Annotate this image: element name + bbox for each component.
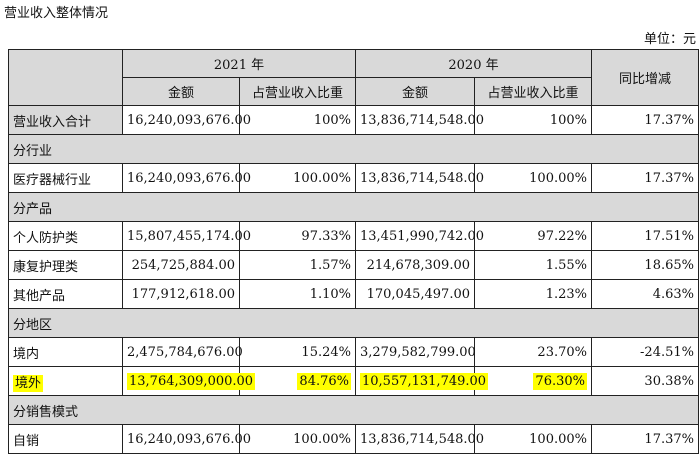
header-year-2021: 2021 年: [122, 49, 356, 78]
ratio-2021-cell: 15.24%: [239, 337, 356, 367]
header-yoy: 同比增减: [591, 49, 699, 106]
amount-2021-cell: 16,240,093,676.00: [122, 105, 251, 135]
yoy-cell: 18.65%: [591, 250, 699, 280]
amount-2020-cell: 13,836,714,548.00: [355, 105, 484, 135]
section-label: 分产品: [8, 192, 699, 222]
section-row: 分销售模式: [8, 395, 699, 425]
row-label: 个人防护类: [8, 221, 123, 251]
amount-2020-cell: 10,557,131,749.00: [355, 366, 489, 396]
yoy-cell: 30.38%: [591, 366, 699, 396]
table-row: 康复护理类 254,725,884.00 1.57% 214,678,309.00 1.…: [8, 250, 699, 280]
amount-2021-cell: 13,764,309,000.00: [122, 366, 256, 396]
header-year-2020: 2020 年: [355, 49, 592, 78]
amount-2021-cell: 16,240,093,676.00: [122, 424, 251, 454]
ratio-2021-cell: 1.10%: [239, 279, 356, 309]
row-label: 自销: [8, 424, 123, 454]
ratio-2020-cell: 76.30%: [474, 366, 592, 396]
section-row: 分行业: [8, 134, 699, 164]
amount-2020-cell: 3,279,582,799.00: [355, 337, 476, 367]
yoy-cell: -24.51%: [591, 337, 699, 367]
row-label: 医疗器械行业: [8, 163, 123, 193]
highlighted-value: 10,557,131,749.00: [360, 372, 489, 390]
section-label: 分销售模式: [8, 395, 699, 425]
unit-label: 单位：元: [643, 32, 696, 47]
amount-2021-cell: 254,725,884.00: [122, 250, 240, 280]
table-row: 其他产品 177,912,618.00 1.10% 170,045,497.00 1.2…: [8, 279, 699, 309]
header-amount-2021: 金额: [122, 77, 240, 106]
table-body: 营业收入合计 16,240,093,676.00 100% 13,836,714,54…: [8, 105, 699, 454]
ratio-2021-cell: 100%: [239, 105, 356, 135]
table-row: 境内 2,475,784,676.00 15.24% 3,279,582,799.00…: [8, 337, 699, 367]
ratio-2020-cell: 100%: [474, 105, 592, 135]
amount-2020-cell: 13,451,990,742.00: [355, 221, 484, 251]
amount-2021-cell: 16,240,093,676.00: [122, 163, 251, 193]
amount-2021-cell: 177,912,618.00: [122, 279, 240, 309]
section-label: 分行业: [8, 134, 699, 164]
ratio-2021-cell: 100.00%: [239, 424, 356, 454]
table-row: 医疗器械行业 16,240,093,676.00 100.00% 13,836,714…: [8, 163, 699, 193]
amount-2020-cell: 170,045,497.00: [355, 279, 475, 309]
ratio-2020-cell: 97.22%: [474, 221, 592, 251]
amount-2021-cell: 2,475,784,676.00: [122, 337, 243, 367]
ratio-2020-cell: 23.70%: [474, 337, 592, 367]
page-title: 营业收入整体情况: [4, 6, 109, 21]
ratio-2021-cell: 84.76%: [239, 366, 356, 396]
section-row: 分地区: [8, 308, 699, 338]
yoy-cell: 4.63%: [591, 279, 699, 309]
highlighted-value: 76.30%: [533, 372, 587, 390]
highlighted-value: 13,764,309,000.00: [127, 372, 256, 390]
table-row: 境外 13,764,309,000.00 84.76% 10,557,131,749.…: [8, 366, 699, 396]
table-row: 个人防护类 15,807,455,174.00 97.33% 13,451,990,7…: [8, 221, 699, 251]
section-label: 分地区: [8, 308, 699, 338]
yoy-cell: 17.37%: [591, 105, 699, 135]
revenue-table: 2021 年 2020 年 同比增减 金额 占营业收入比重 金额 占营业收入比重…: [8, 49, 699, 454]
ratio-2020-cell: 100.00%: [474, 424, 592, 454]
highlighted-value: 84.76%: [297, 372, 351, 390]
ratio-2021-cell: 100.00%: [239, 163, 356, 193]
yoy-cell: 17.51%: [591, 221, 699, 251]
yoy-cell: 17.37%: [591, 163, 699, 193]
row-label: 其他产品: [8, 279, 123, 309]
table-row: 自销 16,240,093,676.00 100.00% 13,836,714,548…: [8, 424, 699, 454]
amount-2020-cell: 13,836,714,548.00: [355, 424, 484, 454]
row-label: 营业收入合计: [8, 105, 123, 135]
ratio-2021-cell: 97.33%: [239, 221, 356, 251]
highlighted-value: 境外: [13, 374, 44, 392]
ratio-2020-cell: 1.55%: [474, 250, 592, 280]
row-label: 境外: [8, 366, 123, 396]
ratio-2021-cell: 1.57%: [239, 250, 356, 280]
table-row: 营业收入合计 16,240,093,676.00 100% 13,836,714,54…: [8, 105, 699, 135]
header-amount-2020: 金额: [355, 77, 475, 106]
row-label: 康复护理类: [8, 250, 123, 280]
header-ratio-2021: 占营业收入比重: [239, 77, 356, 106]
amount-2020-cell: 13,836,714,548.00: [355, 163, 484, 193]
ratio-2020-cell: 100.00%: [474, 163, 592, 193]
yoy-cell: 17.37%: [591, 424, 699, 454]
row-label: 境内: [8, 337, 123, 367]
amount-2021-cell: 15,807,455,174.00: [122, 221, 251, 251]
section-row: 分产品: [8, 192, 699, 222]
ratio-2020-cell: 1.23%: [474, 279, 592, 309]
header-ratio-2020: 占营业收入比重: [474, 77, 592, 106]
amount-2020-cell: 214,678,309.00: [355, 250, 475, 280]
header-blank: [8, 49, 123, 106]
